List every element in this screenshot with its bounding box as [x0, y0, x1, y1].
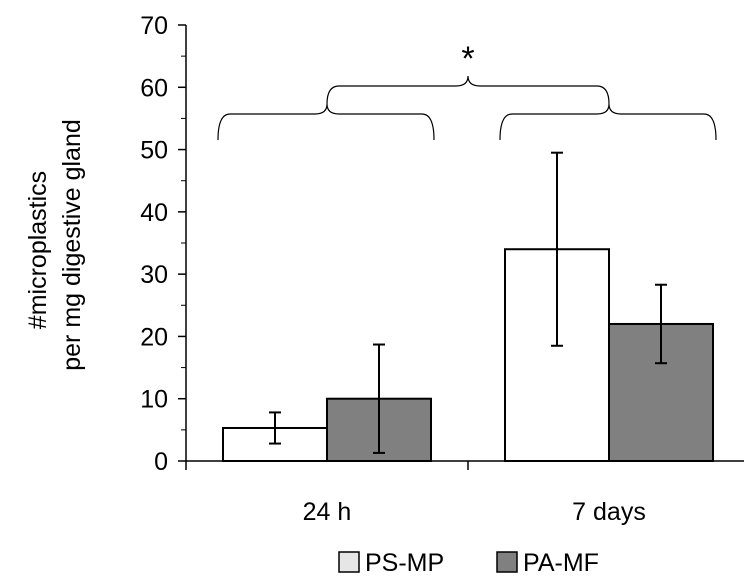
group-bracket — [217, 103, 435, 141]
comparison-bracket — [326, 75, 610, 105]
significance-brackets: * — [217, 40, 717, 141]
y-axis-title: #microplastics — [24, 171, 52, 329]
legend-swatch-pa-mf — [496, 551, 518, 573]
legend-label-ps-mp: PS-MP — [365, 549, 444, 577]
y-tick-label: 70 — [140, 12, 168, 40]
error-bars — [269, 151, 667, 454]
group-bracket — [499, 103, 717, 141]
y-axis-title-line-1: #microplastics — [24, 171, 52, 329]
y-tick-label: 10 — [140, 386, 168, 414]
y-tick-label: 40 — [140, 199, 168, 227]
x-category-label: 24 h — [303, 498, 352, 526]
legend-label-pa-mf: PA-MF — [523, 549, 599, 577]
y-tick-label: 60 — [140, 74, 168, 102]
y-tick-label: 50 — [140, 137, 168, 165]
legend-swatch-ps-mp — [338, 551, 360, 573]
x-category-label: 7 days — [572, 498, 646, 526]
y-tick-label: 30 — [140, 261, 168, 289]
y-axis-title-2: per mg digestive gland — [58, 119, 86, 371]
bars — [222, 248, 714, 463]
x-axis: 24 h 7 days — [185, 460, 744, 526]
legend: PS-MP PA-MF — [338, 549, 599, 577]
y-axis-title-line-2: per mg digestive gland — [58, 119, 86, 371]
y-tick-label: 0 — [154, 448, 168, 476]
significance-marker: * — [461, 40, 474, 78]
y-axis: 0 10 20 30 40 50 60 70 — [140, 12, 187, 476]
y-tick-label: 20 — [140, 323, 168, 351]
